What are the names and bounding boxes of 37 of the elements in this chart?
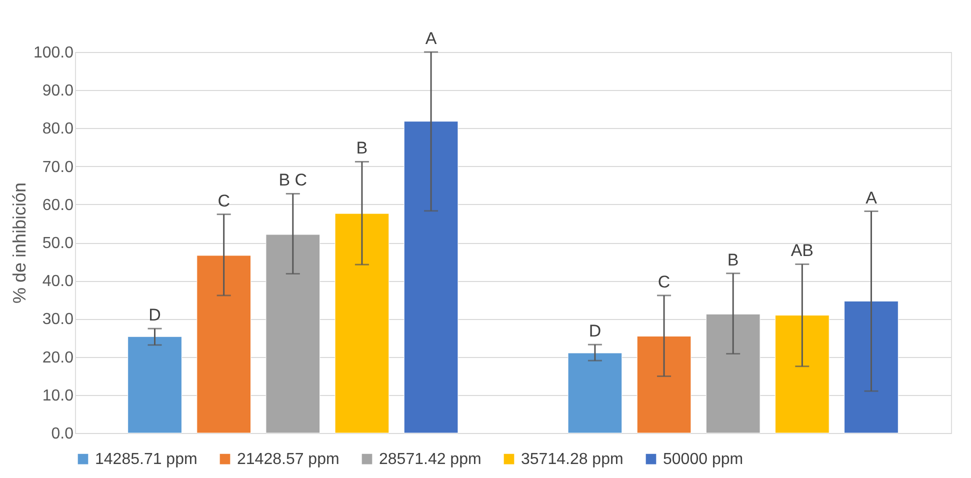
bar (774, 315, 830, 434)
legend-label: 50000 ppm (663, 451, 744, 468)
legend-label: 35714.28 ppm (521, 451, 624, 468)
annotation: A (866, 188, 878, 208)
text: A (425, 29, 438, 48)
annotation: C (218, 191, 230, 210)
y-tick-label: 100.0 (33, 44, 74, 62)
bar (196, 255, 252, 434)
annotation: B (727, 250, 739, 270)
bar (404, 121, 458, 434)
bar (568, 352, 622, 434)
y-tick-label: 70.0 (42, 158, 74, 176)
y-axis-title: % de inhibición (9, 182, 30, 304)
bar (706, 314, 760, 434)
bar (636, 336, 692, 434)
y-tick-label: 80.0 (42, 120, 74, 138)
annotation: AB (790, 241, 814, 260)
y-tick-label: 0.0 (51, 426, 74, 442)
annotation: C (658, 272, 670, 292)
annotation: B C (278, 170, 308, 190)
y-tick-label: 90.0 (42, 82, 74, 100)
y-tick-label: 60.0 (42, 196, 74, 214)
annotation: B (356, 138, 368, 158)
y-tick-label: 40.0 (42, 273, 74, 290)
y-tick-label: 50.0 (42, 235, 74, 252)
bar (334, 213, 390, 434)
legend-label: 14285.71 ppm (95, 451, 198, 468)
y-tick-label: 20.0 (42, 349, 74, 366)
y-tick-label: 10.0 (42, 387, 74, 404)
bar (128, 336, 182, 434)
annotation: D (148, 306, 161, 325)
bar (266, 234, 320, 434)
bar (844, 300, 898, 434)
y-tick-label: 30.0 (42, 311, 74, 328)
legend-label: 21428.57 ppm (237, 451, 340, 468)
annotation: D (588, 322, 602, 341)
legend-label: 28571.42 ppm (379, 451, 482, 468)
